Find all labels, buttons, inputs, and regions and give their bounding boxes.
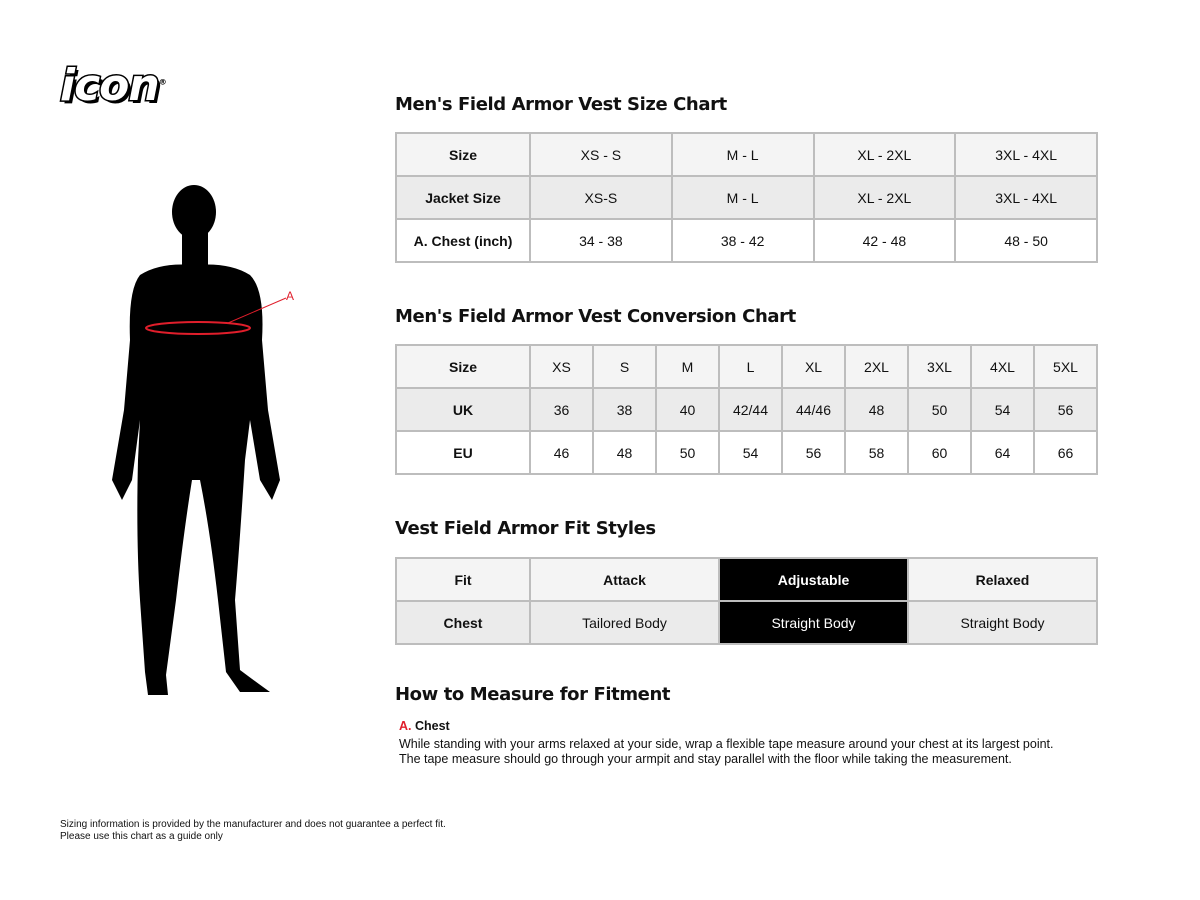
column-header-cell: Relaxed [907, 557, 1098, 602]
table-cell: 42 - 48 [812, 218, 957, 263]
table-cell: 60 [907, 430, 972, 475]
table-cell: 40 [655, 387, 720, 432]
table-cell: 64 [970, 430, 1035, 475]
table-cell: 48 [844, 387, 909, 432]
table-cell: 54 [970, 387, 1035, 432]
column-header-cell: XL [781, 344, 846, 389]
table-cell: M - L [670, 175, 815, 220]
row-header-cell: Size [395, 344, 531, 389]
column-header-cell: 5XL [1033, 344, 1098, 389]
table-row: UK 36 38 40 42/44 44/46 48 50 54 56 [395, 387, 1098, 432]
table-cell: 58 [844, 430, 909, 475]
table-cell: 50 [907, 387, 972, 432]
body-silhouette: A [112, 185, 294, 695]
column-header-cell: 2XL [844, 344, 909, 389]
table-row: Jacket Size XS-S M - L XL - 2XL 3XL - 4XL [395, 175, 1098, 220]
row-header-cell: Fit [395, 557, 531, 602]
row-header-cell: EU [395, 430, 531, 475]
table-cell: 66 [1033, 430, 1098, 475]
row-header-cell: Jacket Size [395, 175, 531, 220]
column-header-cell: Attack [529, 557, 720, 602]
row-header-cell: A. Chest (inch) [395, 218, 531, 263]
column-header-cell: XL - 2XL [812, 132, 957, 177]
row-header-cell: UK [395, 387, 531, 432]
column-header-cell: 3XL [907, 344, 972, 389]
column-header-cell: Adjustable [718, 557, 909, 602]
column-header-cell: S [592, 344, 657, 389]
table-cell: XL - 2XL [812, 175, 957, 220]
fit-styles-table: Fit Attack Adjustable Relaxed Chest Tailored … [395, 557, 1098, 645]
table-cell: 48 - 50 [954, 218, 1098, 263]
measure-title: How to Measure for Fitment [395, 684, 671, 705]
table-cell: 56 [1033, 387, 1098, 432]
table-cell: 48 [592, 430, 657, 475]
table-cell: Straight Body [907, 600, 1098, 645]
row-header-cell: Chest [395, 600, 531, 645]
table-row: A. Chest (inch) 34 - 38 38 - 42 42 - 48 48 -… [395, 218, 1098, 263]
table-cell: 36 [529, 387, 594, 432]
table-cell: 46 [529, 430, 594, 475]
table-cell: 38 [592, 387, 657, 432]
table-cell: 56 [781, 430, 846, 475]
column-header-cell: M [655, 344, 720, 389]
measure-instructions: While standing with your arms relaxed at… [399, 737, 1054, 766]
column-header-cell: XS [529, 344, 594, 389]
size-chart-title: Men's Field Armor Vest Size Chart [395, 94, 727, 115]
table-cell: 50 [655, 430, 720, 475]
row-header-cell: Size [395, 132, 531, 177]
table-row: EU 46 48 50 54 56 58 60 64 66 [395, 430, 1098, 475]
table-cell: 3XL - 4XL [954, 175, 1098, 220]
chest-marker-label: A [286, 289, 294, 303]
column-header-cell: XS - S [529, 132, 673, 177]
table-cell: Tailored Body [529, 600, 720, 645]
table-row: Fit Attack Adjustable Relaxed [395, 557, 1098, 602]
icon-logo: icon® [59, 59, 167, 113]
table-row: Chest Tailored Body Straight Body Straight … [395, 600, 1098, 645]
measure-chest-heading: A. Chest [399, 719, 450, 733]
conversion-chart-table: Size XS S M L XL 2XL 3XL 4XL 5XL UK 36 38 40 42/44 44/4… [395, 344, 1098, 475]
table-cell: 38 - 42 [670, 218, 815, 263]
table-cell: XS-S [529, 175, 673, 220]
table-cell: Straight Body [718, 600, 909, 645]
table-cell: 54 [718, 430, 783, 475]
column-header-cell: 3XL - 4XL [954, 132, 1098, 177]
column-header-cell: M - L [670, 132, 815, 177]
table-cell: 44/46 [781, 387, 846, 432]
conversion-chart-title: Men's Field Armor Vest Conversion Chart [395, 306, 796, 327]
column-header-cell: 4XL [970, 344, 1035, 389]
table-cell: 42/44 [718, 387, 783, 432]
column-header-cell: L [718, 344, 783, 389]
disclaimer: Sizing information is provided by the ma… [60, 819, 446, 842]
fit-styles-title: Vest Field Armor Fit Styles [395, 518, 656, 539]
table-row: Size XS S M L XL 2XL 3XL 4XL 5XL [395, 344, 1098, 389]
table-cell: 34 - 38 [529, 218, 673, 263]
